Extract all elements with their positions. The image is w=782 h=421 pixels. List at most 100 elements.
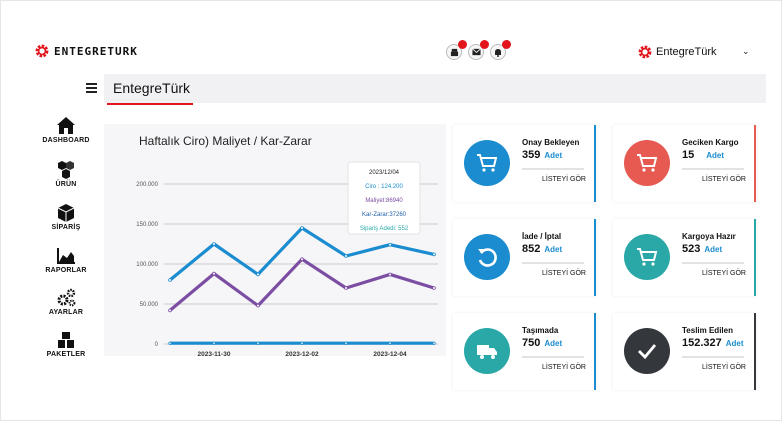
series-point	[256, 272, 260, 277]
chart-icon	[57, 248, 75, 264]
series-point	[256, 341, 260, 345]
undo-icon	[464, 234, 510, 280]
cart-icon	[624, 234, 670, 280]
y-tick-label: 100.000	[136, 262, 158, 268]
sidebar-item-label: RAPORLAR	[45, 267, 87, 274]
header-icons	[446, 40, 511, 60]
sidebar-item-dashboard[interactable]: DASHBOARD	[40, 116, 92, 144]
series-point	[432, 286, 436, 290]
logo[interactable]: ENTEGRETURK	[34, 43, 138, 59]
series-point	[212, 242, 216, 246]
mail-icon[interactable]	[468, 40, 489, 60]
series-point	[388, 341, 392, 345]
gear-logo-icon	[35, 44, 49, 58]
notification-dot	[458, 40, 467, 49]
chevron-down-icon[interactable]: ⌄	[742, 46, 750, 56]
sidebar-item-label: PAKETLER	[46, 351, 86, 358]
card-title: Geciken Kargo	[682, 138, 739, 147]
packages-icon	[58, 332, 74, 348]
list-link[interactable]: LİSTEYİ GÖR	[542, 270, 586, 277]
card-accent-bar	[594, 219, 596, 296]
notification-dot	[480, 40, 489, 49]
tooltip-date: 2023/12/04	[369, 170, 400, 176]
logo-text: ENTEGRETURK	[54, 44, 138, 58]
bell-icon[interactable]	[490, 40, 511, 60]
y-tick-label: 150.000	[136, 222, 158, 228]
series-point	[344, 286, 348, 290]
sidebar-item-label: SİPARİŞ	[51, 224, 81, 231]
sidebar-item-urun[interactable]: ÜRÜN	[40, 160, 92, 188]
home-icon	[57, 117, 75, 134]
card-value: 15	[682, 149, 695, 161]
gears-icon	[57, 288, 76, 307]
card-unit: Adet	[704, 245, 723, 254]
x-tick-label: 2023-12-04	[373, 351, 407, 358]
sidebar-item-label: DASHBOARD	[42, 137, 90, 144]
user-menu[interactable]: EntegreTürk	[637, 44, 717, 60]
chart-title: Haftalık Ciro) Maliyet / Kar-Zarar	[139, 134, 312, 148]
card-accent-bar	[594, 125, 596, 202]
card-iade-iptal[interactable]: İade / İptal 852 Adet LİSTEYİ GÖR	[453, 219, 596, 296]
cart-icon	[464, 140, 510, 186]
card-value: 152.327	[682, 337, 722, 349]
truck-icon	[464, 328, 510, 374]
card-teslim-edilen[interactable]: Teslim Edilen 152.327 Adet LİSTEYİ GÖR	[613, 313, 756, 390]
card-divider	[522, 356, 584, 358]
series-point	[300, 257, 304, 262]
series-point	[256, 303, 260, 308]
series-point	[432, 341, 436, 345]
card-accent-bar	[754, 313, 756, 390]
card-unit: Adet	[544, 339, 563, 348]
sidebar-item-label: AYARLAR	[48, 309, 84, 316]
tooltip-siparis: Sipariş Adedi: 552	[360, 226, 409, 232]
card-divider	[682, 262, 744, 264]
list-link[interactable]: LİSTEYİ GÖR	[542, 364, 586, 371]
y-tick-label: 0	[155, 342, 159, 348]
card-unit: Adet	[725, 339, 744, 348]
card-divider	[522, 168, 584, 170]
list-link[interactable]: LİSTEYİ GÖR	[702, 176, 746, 183]
card-kargoya-hazir[interactable]: Kargoya Hazır 523 Adet LİSTEYİ GÖR	[613, 219, 756, 296]
sidebar-item-raporlar[interactable]: RAPORLAR	[40, 246, 92, 274]
tooltip-ciro: Ciro : 124.200	[365, 184, 403, 190]
card-title: Kargoya Hazır	[682, 232, 736, 241]
card-onay-bekleyen[interactable]: Onay Bekleyen 359 Adet LİSTEYİ GÖR	[453, 125, 596, 202]
series-line	[168, 257, 435, 312]
boxes-icon	[58, 161, 74, 179]
hamburger-menu-icon[interactable]	[86, 83, 97, 93]
series-point	[388, 242, 392, 247]
card-value: 750	[522, 337, 541, 349]
card-unit: Adet	[544, 245, 563, 254]
weekly-revenue-chart[interactable]: 0 50.000 100.000 150.000 200.000 2023-11-30 20…	[104, 124, 446, 364]
card-value-row: 152.327 Adet	[682, 337, 744, 349]
card-divider	[682, 356, 744, 358]
card-title: İade / İptal	[522, 232, 562, 241]
card-value-row: 523 Adet	[682, 243, 722, 255]
card-title: Onay Bekleyen	[522, 138, 580, 147]
card-unit: Adet	[544, 151, 563, 160]
notification-dot	[502, 40, 511, 49]
page-header	[104, 74, 766, 103]
series-point	[300, 226, 304, 230]
store-icon[interactable]	[446, 40, 467, 60]
sidebar-item-paketler[interactable]: PAKETLER	[40, 330, 92, 358]
series-point	[344, 254, 348, 258]
card-value-row: 15 Adet	[682, 149, 724, 161]
card-accent-bar	[754, 219, 756, 296]
list-link[interactable]: LİSTEYİ GÖR	[702, 270, 746, 277]
card-geciken-kargo[interactable]: Geciken Kargo 15 Adet LİSTEYİ GÖR	[613, 125, 756, 202]
box-icon	[57, 204, 75, 222]
sidebar-item-label: ÜRÜN	[55, 181, 77, 188]
page-title: EntegreTürk	[113, 80, 191, 96]
series-point	[168, 308, 172, 313]
cart-icon	[624, 140, 670, 186]
list-link[interactable]: LİSTEYİ GÖR	[542, 176, 586, 183]
sidebar-item-siparis[interactable]: SİPARİŞ	[40, 203, 92, 231]
card-value-row: 852 Adet	[522, 243, 562, 255]
tooltip-kar: Kar-Zarar:37260	[362, 212, 407, 218]
card-value: 359	[522, 149, 541, 161]
series-point	[212, 341, 216, 345]
sidebar-item-ayarlar[interactable]: AYARLAR	[40, 288, 92, 316]
list-link[interactable]: LİSTEYİ GÖR	[702, 364, 746, 371]
card-tasimada[interactable]: Taşımada 750 Adet LİSTEYİ GÖR	[453, 313, 596, 390]
